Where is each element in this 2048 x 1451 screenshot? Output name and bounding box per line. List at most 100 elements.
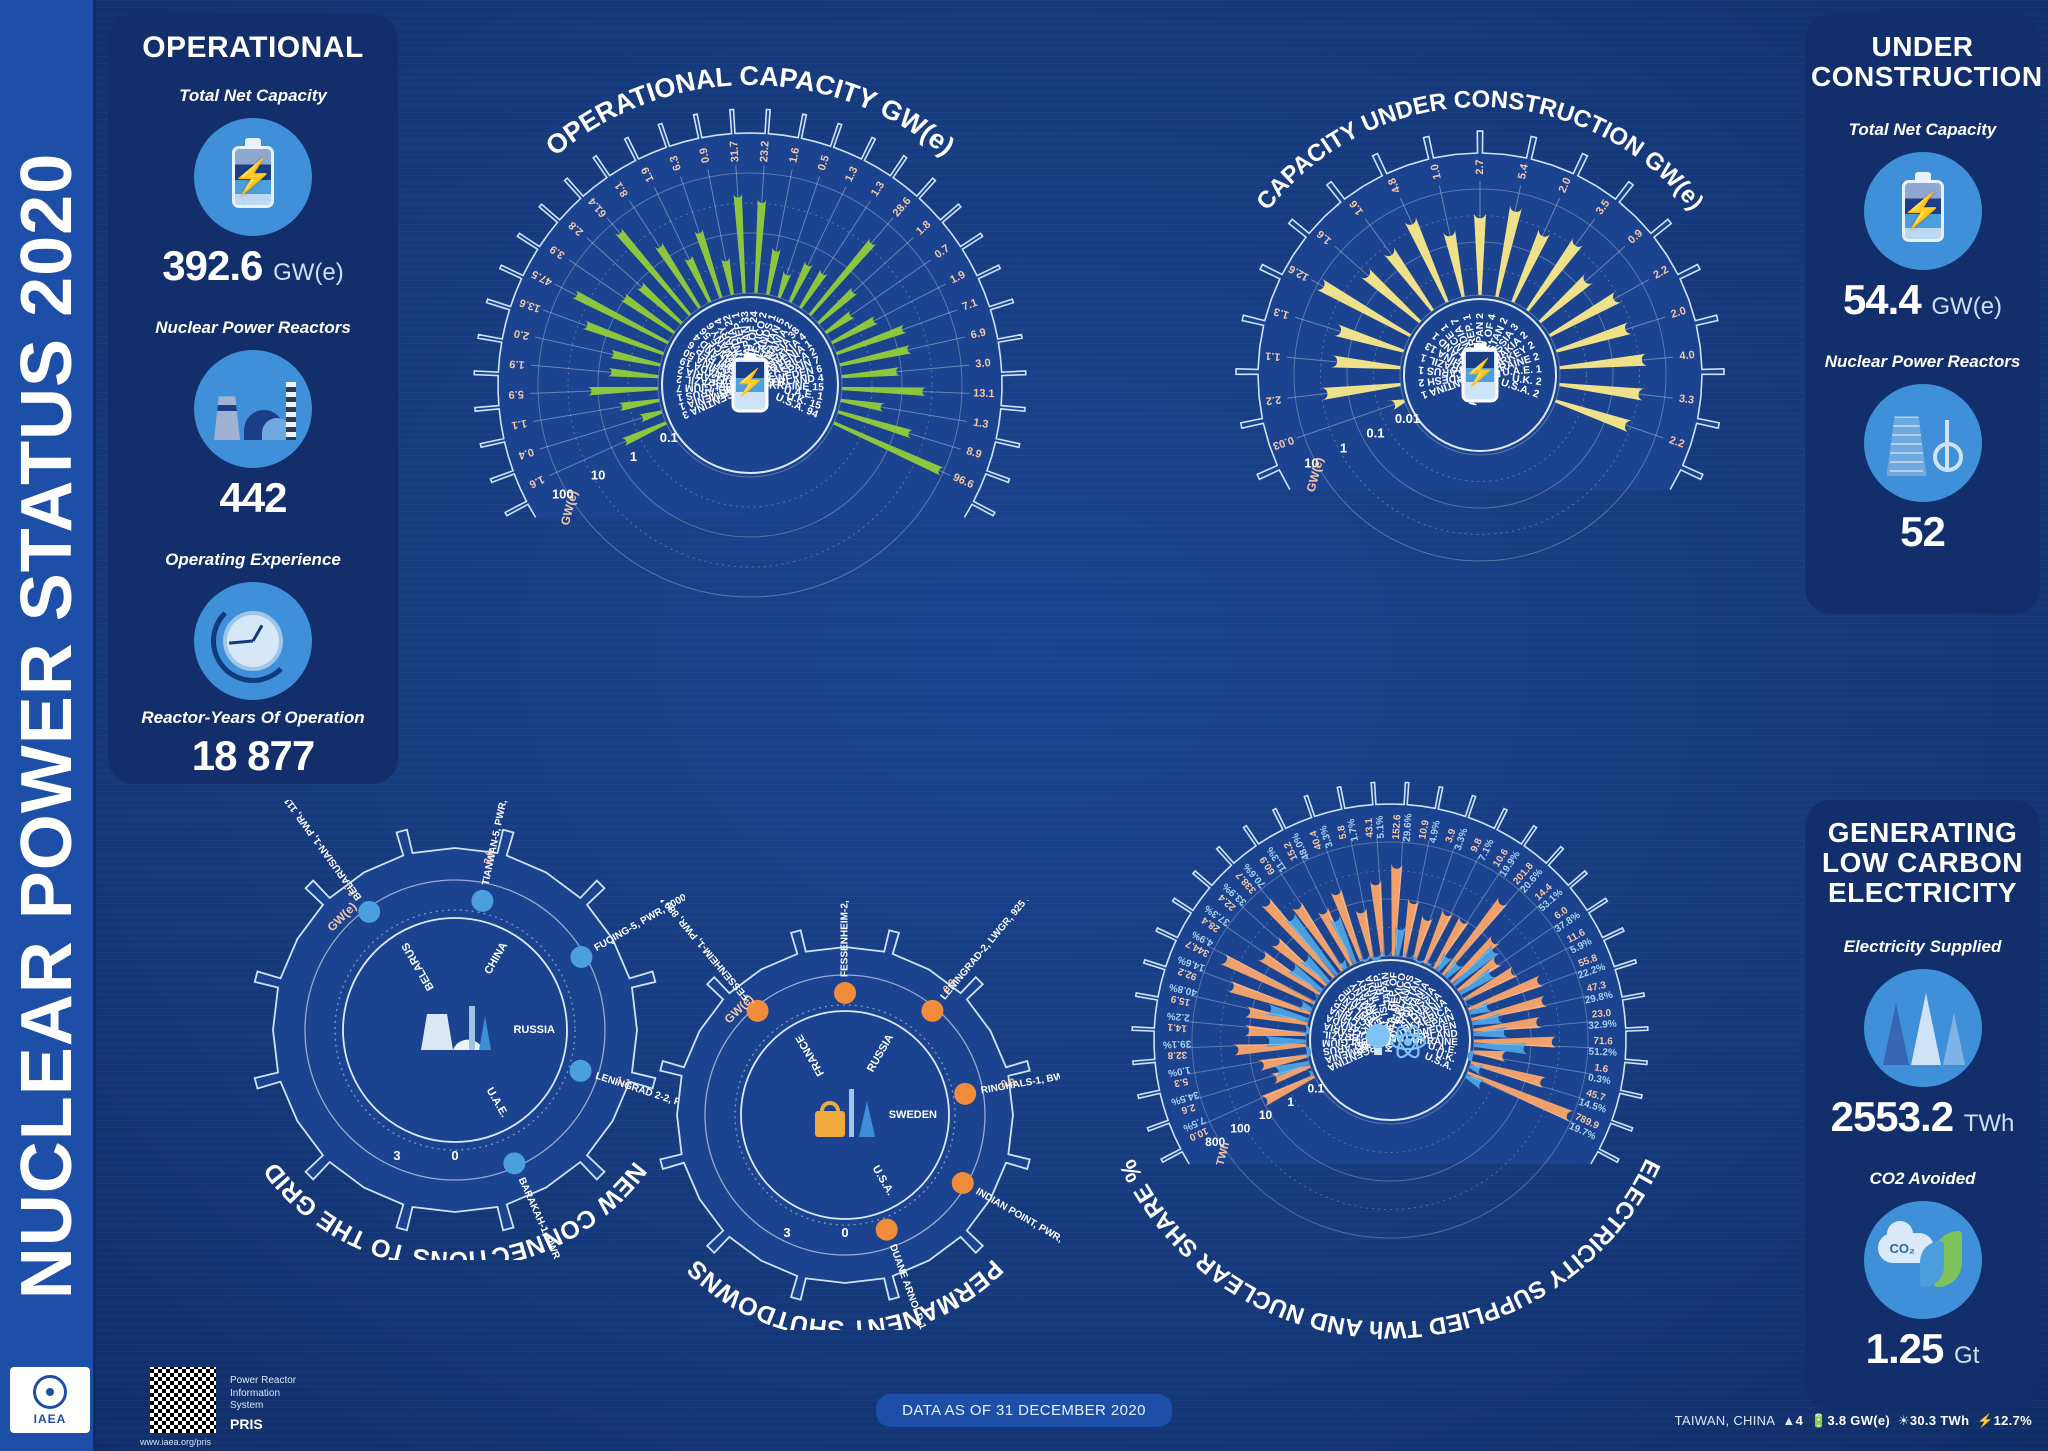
data-point-label: FESSENHEIM-1, PWR, 880 MW(e) xyxy=(642,900,752,1002)
chart-bar-twh xyxy=(1402,897,1420,958)
chart-bar xyxy=(571,289,669,345)
bar-value-label: 6.3 xyxy=(668,154,684,172)
data-point[interactable] xyxy=(358,900,381,923)
bar-value-label: 3.3 xyxy=(1678,393,1695,407)
axis-spoke xyxy=(1208,945,1316,1002)
pris-url[interactable]: www.iaea.org/pris xyxy=(140,1437,212,1447)
axis-tick-label: 1 xyxy=(630,449,637,464)
bar-value-label: 2.0 xyxy=(513,327,531,342)
chart-bar-twh xyxy=(1456,955,1504,992)
data-point[interactable] xyxy=(951,1172,974,1194)
data-point[interactable] xyxy=(503,1152,526,1175)
stat-reactors-operational: Nuclear Power Reactors 442 xyxy=(108,316,398,522)
chart-bar-share xyxy=(1465,1075,1488,1091)
stat-value: 18 877 xyxy=(191,732,315,780)
chart-bar-share xyxy=(1284,911,1339,976)
bar-value-twh: 23.0 xyxy=(1591,1008,1612,1021)
panel-lowcarbon-heading: GENERATING LOW CARBON ELECTRICITY xyxy=(1822,817,2023,909)
axis-spoke xyxy=(1471,995,1590,1023)
chart-bar xyxy=(1559,382,1646,401)
bar-value-share: 39.1% xyxy=(1163,1038,1192,1050)
iaea-logo: IAEA xyxy=(10,1367,90,1433)
chart-bar xyxy=(683,254,712,303)
data-point-label: FESSENHEIM-2, PWR, 880 MW(e) xyxy=(840,900,851,977)
axis-tick-label: 0 xyxy=(451,1148,458,1163)
gridline-ring xyxy=(734,1004,956,1226)
country-label: BELGIUM 7 xyxy=(676,380,734,394)
chart-bar-twh xyxy=(1330,887,1363,962)
center-battery-icon: ⚡ xyxy=(731,353,769,413)
chart-bar xyxy=(619,292,676,334)
taiwan-label: TAIWAN, CHINA xyxy=(1674,1413,1775,1428)
chart-bar-share xyxy=(1467,1050,1474,1062)
axis-spoke xyxy=(1256,884,1336,977)
chart-bar-twh xyxy=(1473,1036,1558,1048)
bar-value-label: 4.8 xyxy=(1386,176,1403,195)
chart-bar-twh xyxy=(1355,906,1374,959)
chart-bar-twh xyxy=(1232,1043,1307,1056)
chart-bar xyxy=(1386,399,1405,413)
data-point[interactable] xyxy=(570,946,593,968)
cooling-tower-icon xyxy=(1863,384,1982,503)
chart-bar-share xyxy=(1403,951,1415,959)
data-point[interactable] xyxy=(921,999,944,1022)
bar-value-label: 0.5 xyxy=(816,154,832,172)
chart-bar-share xyxy=(1264,1003,1309,1021)
bar-value-label: 3.0 xyxy=(975,357,991,370)
chart-bar-share xyxy=(1426,955,1438,966)
chart-bar xyxy=(1404,216,1449,303)
gridline-ring xyxy=(627,262,873,508)
axis-tick-label: 0.1 xyxy=(1366,426,1384,441)
axis-spoke xyxy=(1198,969,1312,1012)
chart-bar-share xyxy=(1359,954,1371,962)
axis-spoke xyxy=(1468,969,1582,1012)
bar-value-label: 1.1 xyxy=(511,417,528,431)
stat-total-net-capacity-operational: Total Net Capacity ⚡ 392.6 GW(e) xyxy=(108,84,398,290)
chart-bar-share xyxy=(1473,1043,1530,1055)
qr-code-icon[interactable] xyxy=(150,1367,216,1433)
chart-bar-twh xyxy=(1462,965,1520,1001)
chart-bar xyxy=(837,410,914,439)
data-point-value: 1.1 xyxy=(615,1075,632,1090)
data-point[interactable] xyxy=(875,1218,898,1241)
data-point[interactable] xyxy=(569,1059,592,1082)
gridline-ring xyxy=(1220,870,1560,1210)
chart-bar-twh xyxy=(1466,1071,1575,1122)
co2-leaf-icon: CO₂ xyxy=(1863,1200,1982,1319)
axis-spoke xyxy=(1194,1063,1310,1100)
gridline-ring xyxy=(334,909,576,1151)
center-shutdown-lock-icon xyxy=(815,1089,875,1137)
taiwan-share: 12.7% xyxy=(1993,1413,2032,1428)
stat-total-net-capacity-uc: Total Net Capacity ⚡ 54.4 GW(e) xyxy=(1805,118,2040,324)
svg-text:⚡: ⚡ xyxy=(734,367,766,398)
power-plant-icon xyxy=(194,350,312,469)
chart-bar-twh xyxy=(1413,913,1434,961)
chart-bar-twh xyxy=(1471,995,1549,1021)
gridline-ring xyxy=(304,879,606,1181)
stat-unit: GW(e) xyxy=(273,259,344,287)
country-label: JAPAN xyxy=(1380,972,1393,1006)
data-point[interactable] xyxy=(471,889,494,912)
chart-bar xyxy=(799,268,829,309)
gridline-ring xyxy=(1293,188,1667,562)
axis-spoke xyxy=(1472,1053,1592,1075)
country-label: U.A.E. 1 xyxy=(1502,363,1543,379)
data-point[interactable] xyxy=(746,999,769,1022)
bar-value-label: 31.7 xyxy=(728,140,741,162)
stat-electricity-supplied: Electricity Supplied 2553.2 TWh xyxy=(1805,935,2040,1141)
bar-value-label: 23.2 xyxy=(758,140,771,162)
gridline-ring xyxy=(597,232,903,538)
axis-spoke xyxy=(1300,856,1354,965)
axis-tick-label: 100 xyxy=(552,487,574,502)
bar-value-label: 2.7 xyxy=(1474,159,1486,174)
chart-bar xyxy=(841,386,927,396)
chart-bar xyxy=(581,320,665,356)
chart-bar xyxy=(1526,237,1584,312)
data-point[interactable] xyxy=(834,982,856,1004)
data-point[interactable] xyxy=(954,1082,977,1105)
chart-bar xyxy=(824,309,856,334)
chart-bar xyxy=(1315,278,1412,338)
chart-bar-share xyxy=(1472,1012,1506,1026)
axis-tick-label: 0.1 xyxy=(660,430,678,445)
chart-bar-share xyxy=(1328,913,1357,965)
